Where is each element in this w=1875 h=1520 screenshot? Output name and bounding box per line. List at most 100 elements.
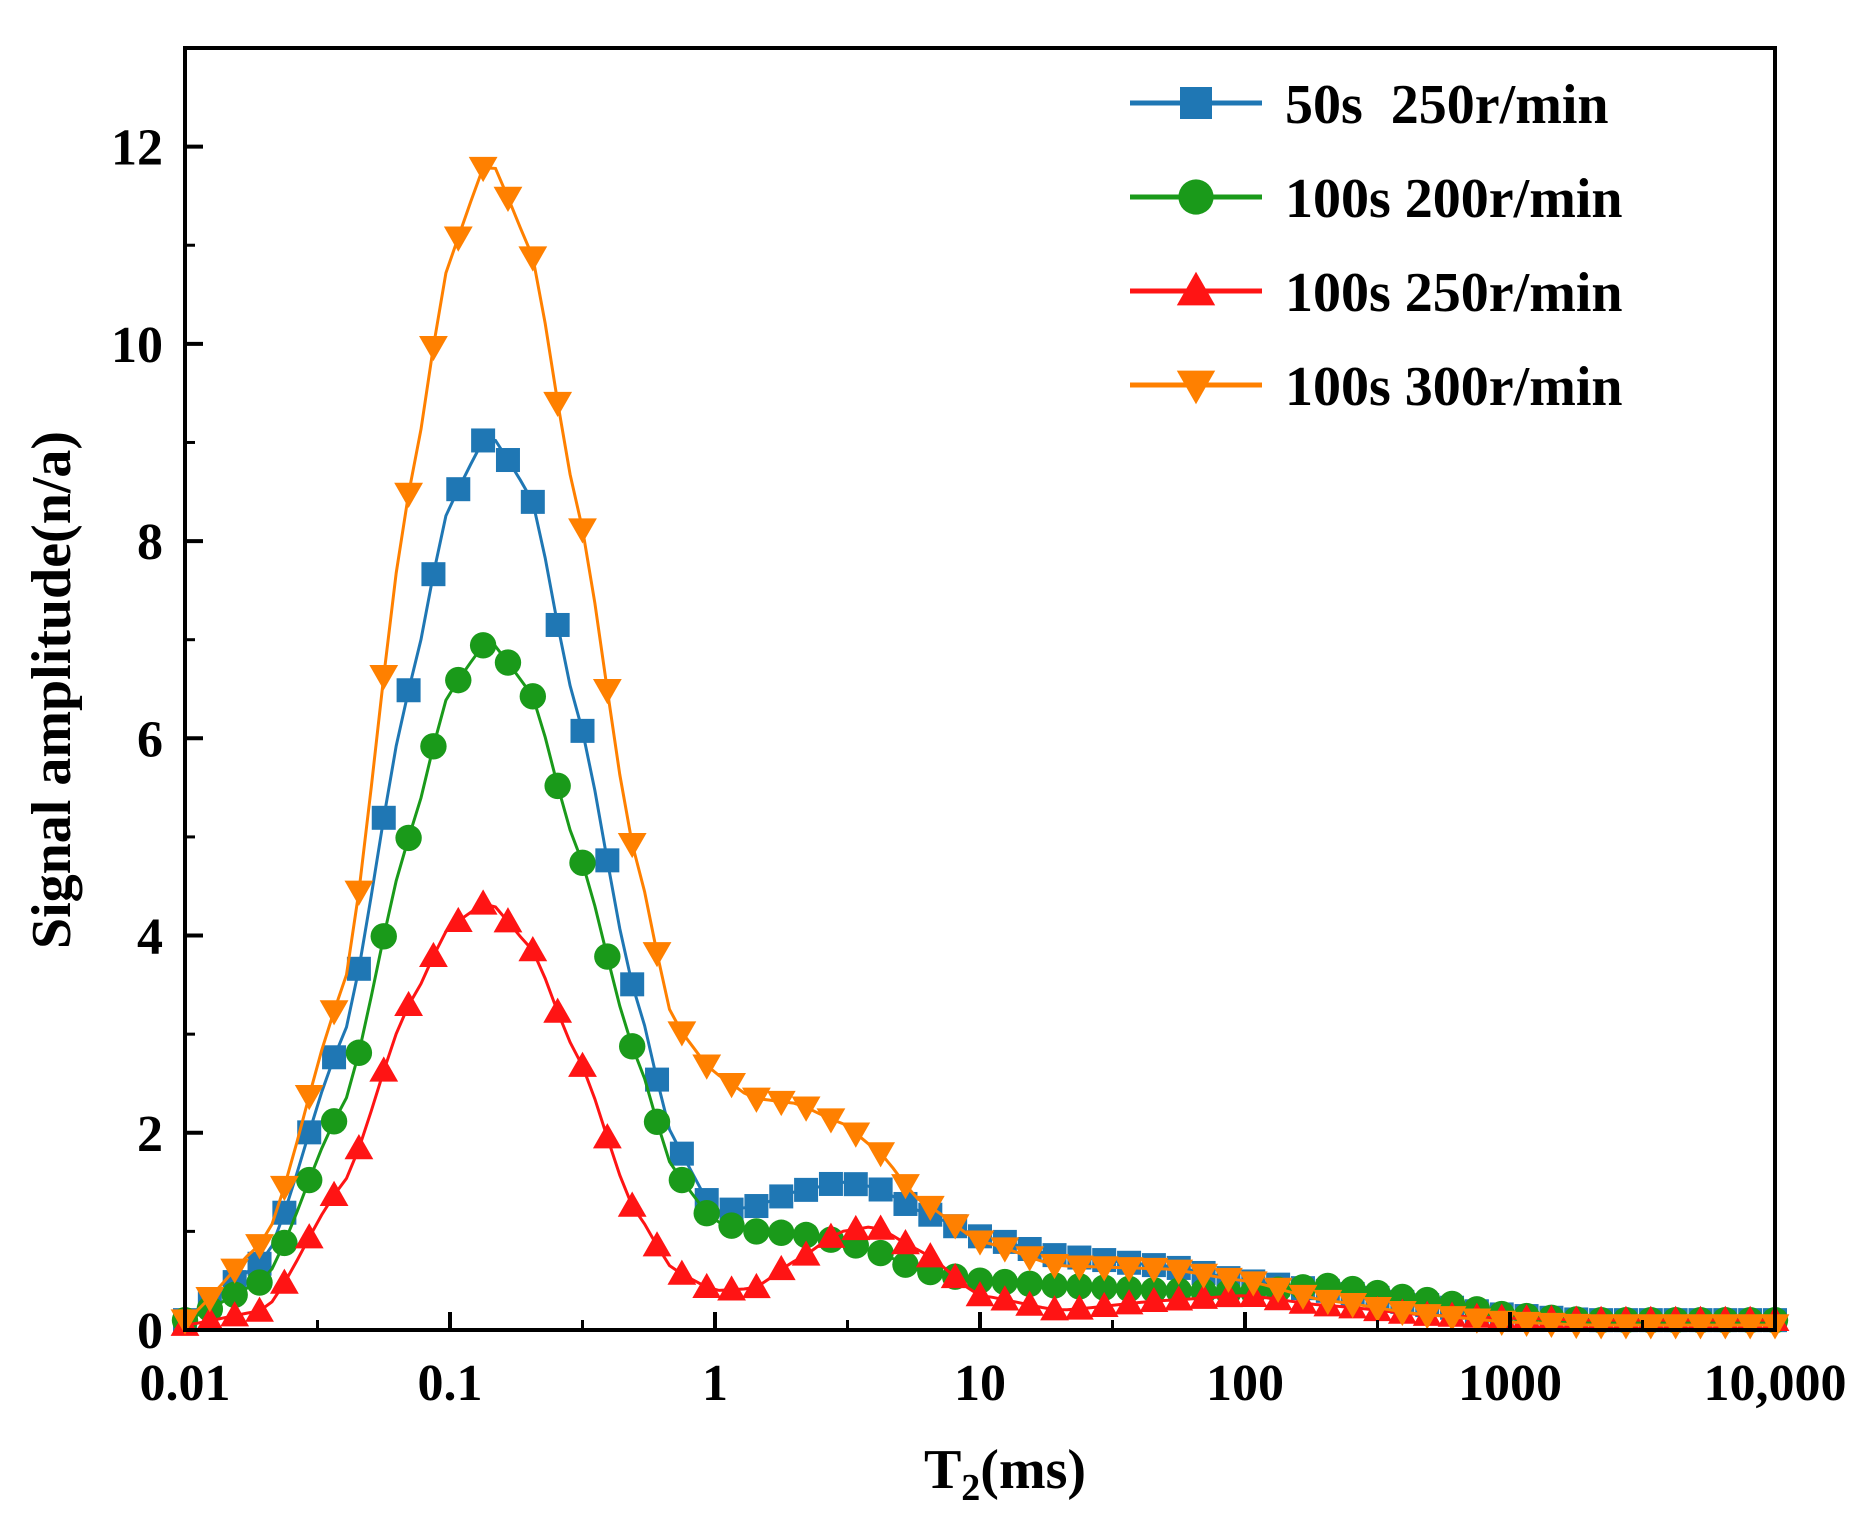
y-tick-label: 12: [111, 120, 163, 177]
series-point: [1164, 1285, 1194, 1311]
series-point: [568, 1051, 597, 1077]
series-point: [469, 632, 497, 659]
series-point: [843, 1172, 868, 1197]
series-point: [468, 156, 498, 183]
series-point: [319, 1000, 349, 1026]
y-axis-title: Signal amplitude(n/a): [21, 431, 83, 949]
legend-marker: [1180, 87, 1212, 119]
series-point: [1462, 1308, 1492, 1334]
series-1: [173, 428, 1787, 1333]
series-point: [618, 1033, 646, 1060]
series-point: [1214, 1267, 1243, 1294]
x-tick-label: 10,000: [1704, 1355, 1847, 1412]
series-point: [245, 1296, 274, 1322]
series-point: [940, 1214, 970, 1240]
x-tick-label: 10: [954, 1355, 1006, 1412]
series-point: [1015, 1246, 1045, 1272]
series-point: [195, 1287, 225, 1313]
legend-item: 100s 200r/min: [1130, 168, 1623, 230]
series-point: [369, 1056, 399, 1082]
series-point: [1537, 1312, 1566, 1339]
series-point: [1313, 1289, 1343, 1316]
series-point: [1064, 1294, 1094, 1320]
series-point: [668, 1166, 696, 1194]
series-point: [1066, 1273, 1093, 1300]
legend-marker: [1176, 370, 1216, 405]
series-point: [468, 889, 498, 915]
series-point: [1115, 1275, 1143, 1303]
series-point: [245, 1234, 274, 1260]
series-point: [1686, 1314, 1715, 1340]
series-point: [841, 1122, 871, 1148]
series-point: [667, 1259, 697, 1285]
series-point: [594, 943, 621, 970]
series-point: [1437, 1306, 1467, 1332]
series-point: [1139, 1257, 1169, 1284]
y-tick-label: 10: [111, 317, 163, 374]
series-point: [915, 1195, 945, 1222]
series-point: [744, 1194, 769, 1219]
series-point: [592, 1123, 622, 1149]
series-point: [645, 1067, 670, 1092]
series-point: [1661, 1314, 1691, 1340]
series-point: [669, 1141, 694, 1166]
series-point: [692, 1054, 722, 1080]
series-point: [866, 1142, 896, 1168]
legend-label: 100s 300r/min: [1285, 356, 1623, 418]
x-axis-title-main: T: [924, 1439, 961, 1501]
series-point: [1114, 1289, 1144, 1315]
legend-label: 100s 200r/min: [1285, 168, 1623, 230]
series-point: [816, 1108, 846, 1134]
x-axis-title: T2(ms): [924, 1439, 1086, 1509]
series-point: [319, 1180, 349, 1206]
series-point: [269, 1268, 299, 1294]
series-point: [693, 1200, 720, 1227]
series-point: [195, 1306, 225, 1332]
series-point: [271, 1229, 298, 1257]
series-point: [866, 1214, 896, 1240]
series-point: [1263, 1277, 1293, 1303]
series-point: [395, 824, 422, 852]
series-point: [841, 1214, 871, 1241]
series-point: [269, 1175, 299, 1202]
series-point: [990, 1285, 1020, 1311]
series-point: [742, 1272, 771, 1299]
series-point: [322, 1045, 347, 1070]
series-point: [818, 1171, 843, 1196]
series-point: [1363, 1297, 1392, 1323]
series-point: [371, 805, 396, 830]
series-point: [1064, 1255, 1094, 1281]
series-point: [518, 936, 548, 962]
series-point: [766, 1090, 796, 1117]
y-tick-label: 4: [137, 909, 163, 966]
series-point: [495, 448, 520, 473]
series-point: [294, 1085, 324, 1111]
series-point: [816, 1222, 846, 1248]
series-point: [617, 1191, 647, 1217]
series-point: [1091, 1274, 1118, 1301]
y-tick-label: 0: [137, 1303, 163, 1360]
series-point: [1189, 1263, 1218, 1289]
series-point: [868, 1177, 893, 1202]
series-point: [294, 1223, 324, 1249]
series-point: [1040, 1295, 1069, 1321]
series-point: [519, 683, 547, 710]
series-point: [1214, 1281, 1243, 1308]
series-point: [692, 1272, 722, 1299]
series-point: [1387, 1300, 1417, 1327]
series-point: [420, 733, 447, 760]
series-point: [794, 1177, 819, 1202]
series-point: [419, 941, 448, 968]
series-point: [915, 1242, 945, 1268]
series-point: [345, 1039, 373, 1066]
series-point: [520, 489, 545, 514]
series-point: [320, 1108, 348, 1135]
series-layer: [170, 156, 1790, 1340]
x-tick-label: 1000: [1458, 1355, 1562, 1412]
series-point: [1139, 1286, 1169, 1313]
series-point: [1561, 1313, 1591, 1340]
series-point: [370, 923, 397, 950]
series-point: [891, 1174, 920, 1200]
series-point: [1238, 1271, 1268, 1297]
